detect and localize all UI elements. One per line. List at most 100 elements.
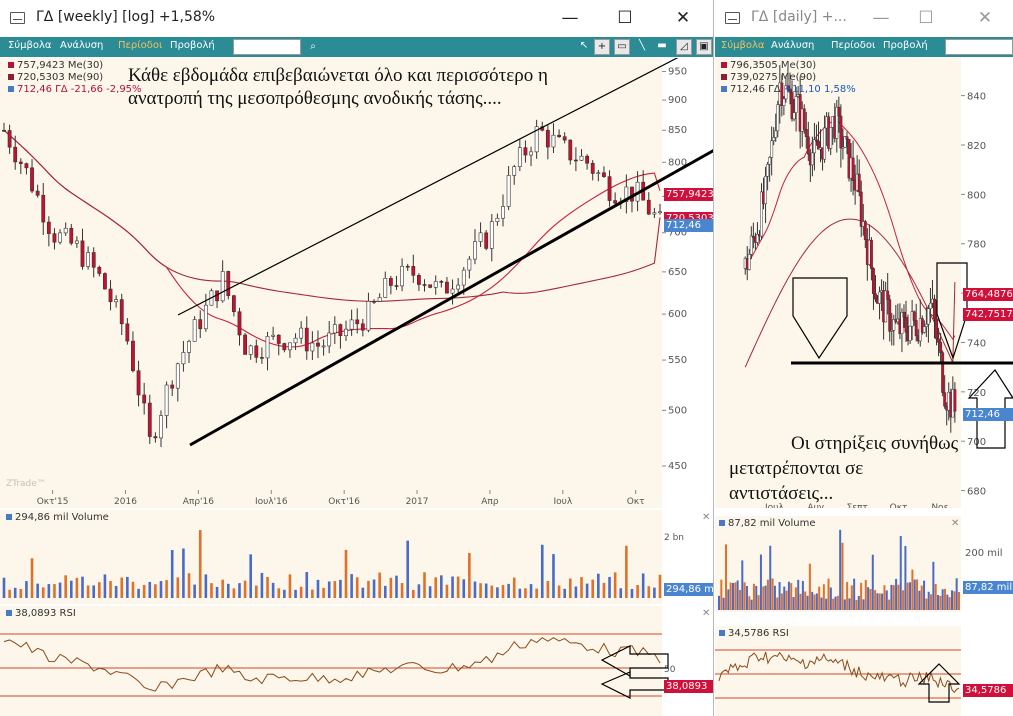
weekly-volume-bar [69,580,73,598]
weekly-volume-bar [30,558,34,598]
weekly-candle [484,232,489,249]
weekly-volume-bar [557,585,561,598]
x-tick-label: Ιουλ [553,497,572,507]
weekly-volume-bar [585,583,589,598]
daily-volume-bar [920,585,923,610]
weekly-volume-bar [395,575,398,598]
minimize-button[interactable]: — [561,8,579,28]
daily-volume-bar [720,579,723,610]
weekly-volume-bar [462,579,466,598]
daily-x-tick-label: Αυγ [807,503,824,508]
daily-candle [782,98,786,106]
weekly-chart-window: ΓΔ [weekly] [log] +1,58% — ☐ ✕ Σύμβολα Α… [0,0,714,716]
maximize-button-daily[interactable]: ☐ [918,8,934,28]
daily-candle [878,291,881,304]
weekly-volume-bar [602,582,606,598]
weekly-volume-bar [507,583,510,598]
weekly-candle [585,155,590,164]
daily-price-panel[interactable]: 840820800780760740720700680 ΙουλΑυγΣεπτΟ… [715,58,1013,508]
weekly-volume-bar [92,585,96,598]
weekly-volume-bar [232,588,236,598]
daily-candle [920,318,924,333]
daily-volume-bar [913,579,916,610]
menu-analysis[interactable]: Ανάλυση [60,40,104,51]
weekly-candle [153,436,158,439]
daily-price-tick-label: 840 [967,92,986,103]
daily-candle [837,106,841,117]
title-bar: ΓΔ [weekly] [log] +1,58% — ☐ ✕ [0,0,713,36]
daily-volume-panel: 200 mil [715,516,1003,612]
daily-volume-bar [881,593,884,610]
weekly-volume-bar [305,572,309,598]
weekly-candle [646,199,651,215]
weekly-volume-bar [428,586,432,598]
daily-candle [912,311,916,321]
weekly-volume-bar [339,579,342,598]
volume-legend: 294,86 mil Volume [6,512,109,524]
menu-analysis-daily[interactable]: Ανάλυση [771,40,815,51]
menu-symbols-daily[interactable]: Σύμβολα [721,40,765,51]
minimize-button-daily[interactable]: — [872,8,890,28]
weekly-volume-bar [434,577,438,598]
daily-volume-bar [778,582,781,610]
rectangle-tool-icon[interactable]: ▭ [614,39,630,55]
weekly-volume-bar [288,574,292,598]
close-panel-icon[interactable]: ✕ [702,512,711,523]
hline-tool-icon[interactable]: ▬ [657,40,667,51]
weekly-candle [74,240,79,244]
weekly-candle [131,340,135,372]
daily-volume-bar [925,598,928,610]
close-rsi-panel-icon[interactable]: ✕ [702,608,711,619]
daily-candle [863,221,867,240]
weekly-candle [80,240,85,267]
symbol-search-input-daily[interactable] [945,39,1013,55]
weekly-volume-bar [53,584,56,598]
daily-candle [794,96,798,113]
weekly-volume-bar [277,588,281,598]
menu-symbols[interactable]: Σύμβολα [8,40,52,51]
pointer-icon[interactable]: ↖ [579,40,589,51]
weekly-volume-bar [8,589,11,598]
menu-periods[interactable]: Περίοδοι [118,40,163,51]
chart-type-icon[interactable]: ◿ [676,39,692,55]
close-volume-daily-icon[interactable]: ✕ [951,518,960,529]
volume-axis-tick: 2 bn [664,533,684,543]
daily-volume-bar [871,554,874,610]
symbol-search-input[interactable] [233,39,301,55]
weekly-candle [400,265,404,287]
window-title: ΓΔ [weekly] [log] +1,58% [36,9,216,25]
weekly-volume-bar [344,549,348,598]
weekly-candle [388,278,393,286]
daily-volume-bar [939,595,942,610]
weekly-candle [456,284,461,290]
close-button[interactable]: ✕ [675,8,691,28]
menu-view[interactable]: Προβολή [170,40,215,51]
daily-volume-bar [773,585,776,610]
weekly-volume-bar [193,584,196,598]
maximize-button[interactable]: ☐ [617,8,633,28]
crosshair-icon[interactable]: + [594,39,610,55]
menu-toolbar: Σύμβολα Ανάλυση Περίοδοι Προβολή ⌕ ↖ + ▭… [0,37,713,57]
daily-volume-bar [762,586,765,610]
weekly-price-panel[interactable]: 950900850800750700650600550500450 Οκτ'15… [0,58,714,508]
daily-volume-bar [724,544,727,610]
save-icon[interactable]: ▣ [696,39,712,55]
daily-volume-bar [946,594,949,610]
line-tool-icon[interactable]: ╲ [638,40,646,51]
weekly-candle [321,345,326,348]
menu-view-daily[interactable]: Προβολή [883,40,928,51]
daily-volume-bar [932,561,935,610]
weekly-volume-bar [19,588,23,598]
daily-candle [747,254,751,270]
daily-volume-bar [750,599,753,610]
weekly-volume-panel: 2 bn [0,510,684,604]
menu-periods-daily[interactable]: Περίοδοι [831,40,876,51]
search-icon[interactable]: ⌕ [305,39,321,55]
daily-candle [810,152,814,166]
rsi-axis-tick: 50 [664,665,676,675]
daily-candle [926,308,930,325]
daily-volume-bar [718,595,720,610]
weekly-candle [304,327,309,352]
close-button-daily[interactable]: ✕ [977,8,993,28]
weekly-candle [422,284,427,286]
